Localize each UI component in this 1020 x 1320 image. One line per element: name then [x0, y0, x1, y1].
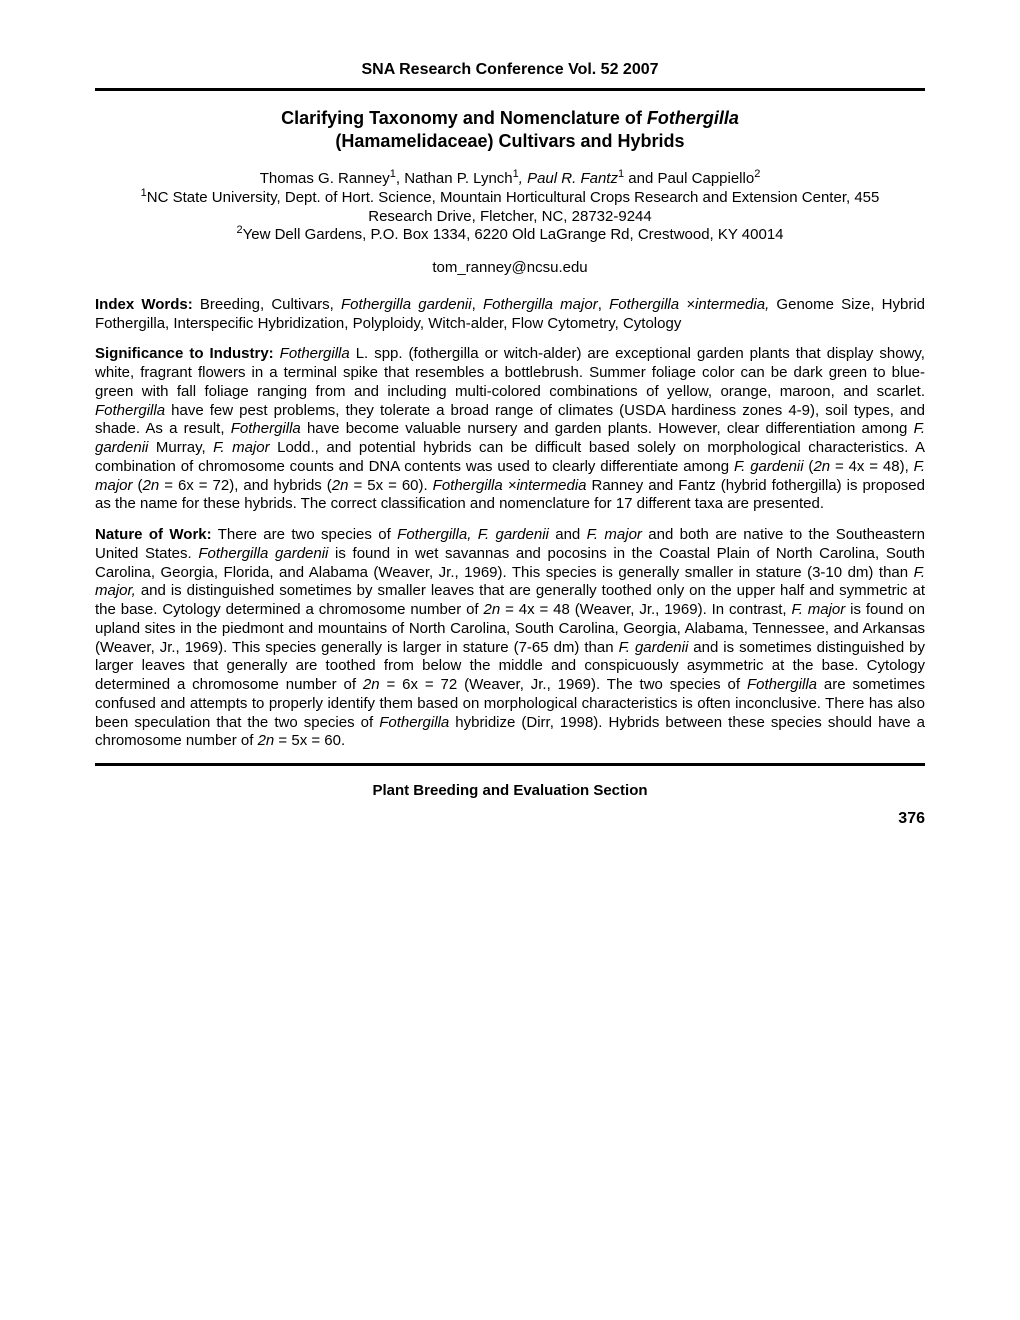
affil-2: Yew Dell Gardens, P.O. Box 1334, 6220 Ol… [243, 226, 784, 243]
sig-i6: F. gardenii [734, 458, 804, 475]
title-text2: (Hamamelidaceae) Cultivars and Hybrids [335, 131, 684, 151]
nat-t12: = 5x = 60. [274, 732, 345, 749]
sig-i1: Fothergilla [280, 345, 350, 362]
nat-i11: 2n [258, 732, 275, 749]
nat-i5: 2n [484, 601, 501, 618]
nat-t6: = 4x = 48 (Weaver, Jr., 1969). In contra… [500, 601, 791, 618]
sig-t10: = 6x = 72), and hybrids ( [159, 477, 332, 494]
sig-t7: ( [804, 458, 814, 475]
sig-t11: = 5x = 60). [348, 477, 432, 494]
title-italic1: Fothergilla [647, 108, 739, 128]
author-2: , Nathan P. Lynch [396, 170, 513, 187]
author-1: Thomas G. Ranney [260, 170, 390, 187]
top-rule [95, 88, 925, 91]
sig-i11: Fothergilla ×intermedia [433, 477, 587, 494]
sig-i10: 2n [332, 477, 349, 494]
index-italic3: Fothergilla ×intermedia, [609, 296, 769, 313]
sig-i2: Fothergilla [95, 402, 165, 419]
author-4: and Paul Cappiello [624, 170, 754, 187]
author-sep: , Paul R. Fantz [519, 170, 618, 187]
page-number: 376 [95, 809, 925, 829]
nat-i3: Fothergilla gardenii [198, 545, 328, 562]
index-italic2: Fothergilla major [483, 296, 598, 313]
sig-i5: F. major [213, 439, 269, 456]
significance-section: Significance to Industry: Fothergilla L.… [95, 345, 925, 514]
nat-i6: F. major [791, 601, 845, 618]
nat-i2: F. major [587, 526, 642, 543]
index-text1: Breeding, Cultivars, [193, 296, 341, 313]
nat-i10: Fothergilla [379, 714, 449, 731]
bottom-rule [95, 763, 925, 766]
title-text1: Clarifying Taxonomy and Nomenclature of [281, 108, 647, 128]
nat-t2: and [555, 526, 586, 543]
nat-i8: 2n [363, 676, 380, 693]
sig-i7: 2n [813, 458, 830, 475]
nat-i1: Fothergilla, F. gardenii [397, 526, 555, 543]
sig-t8: = 4x = 48), [830, 458, 913, 475]
nature-of-work-section: Nature of Work: There are two species of… [95, 526, 925, 751]
nat-i9: Fothergilla [747, 676, 817, 693]
nature-label: Nature of Work: [95, 526, 212, 543]
nat-t1: There are two species of [212, 526, 398, 543]
affil-1: NC State University, Dept. of Hort. Scie… [147, 189, 880, 225]
footer-section-title: Plant Breeding and Evaluation Section [95, 782, 925, 801]
email: tom_ranney@ncsu.edu [95, 259, 925, 278]
nat-t9: = 6x = 72 (Weaver, Jr., 1969). The two s… [380, 676, 747, 693]
index-italic1: Fothergilla gardenii [341, 296, 472, 313]
index-words-section: Index Words: Breeding, Cultivars, Fother… [95, 296, 925, 334]
sig-i9: 2n [143, 477, 160, 494]
page-header: SNA Research Conference Vol. 52 2007 [95, 60, 925, 80]
nat-i7: F. gardenii [619, 639, 689, 656]
author-4-sup: 2 [754, 168, 760, 180]
sig-t5: Murray, [148, 439, 213, 456]
sig-t4: have become valuable nursery and garden … [301, 420, 914, 437]
significance-label: Significance to Industry: [95, 345, 274, 362]
index-text2: , [472, 296, 483, 313]
authors-block: Thomas G. Ranney1, Nathan P. Lynch1, Pau… [125, 170, 895, 245]
sig-i3: Fothergilla [231, 420, 301, 437]
paper-title: Clarifying Taxonomy and Nomenclature of … [135, 107, 885, 152]
sig-t9: ( [133, 477, 143, 494]
index-words-label: Index Words: [95, 296, 193, 313]
index-text3: , [598, 296, 609, 313]
